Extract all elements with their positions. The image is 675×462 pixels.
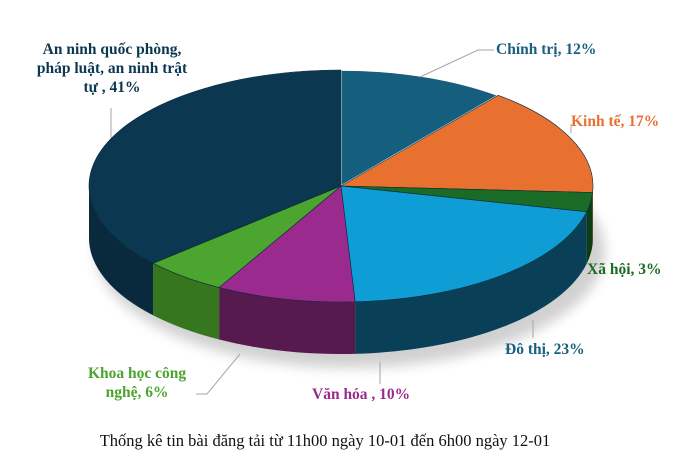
label-khoa-hoc: Khoa học công nghệ, 6% xyxy=(88,364,186,402)
slice-chinh-tri xyxy=(340,69,500,188)
leader-line-chinh-tri xyxy=(419,49,494,78)
label-line: tự , 41% xyxy=(83,79,141,96)
label-van-hoa: Văn hóa , 10% xyxy=(312,385,410,404)
label-an-ninh: An ninh quốc phòng, pháp luật, an ninh t… xyxy=(32,40,192,97)
slice-kinh-te xyxy=(339,94,594,193)
slice-do-thi xyxy=(340,185,588,303)
chart-caption: Thống kê tin bài đăng tải từ 11h00 ngày … xyxy=(99,431,551,450)
label-kinh-te: Kinh tế, 17% xyxy=(571,112,659,131)
leader-line-khoa-hoc xyxy=(196,353,241,395)
label-line: Khoa học công xyxy=(88,365,187,382)
slice-side-khoa-hoc-cong-nghe xyxy=(153,263,220,340)
label-text: Đô thị, 23% xyxy=(505,341,585,358)
label-text: Chính trị, 12% xyxy=(496,41,597,58)
label-line: nghệ, 6% xyxy=(105,384,169,401)
label-line: An ninh quốc phòng, xyxy=(42,41,182,58)
label-chinh-tri: Chính trị, 12% xyxy=(496,40,596,59)
slice-van-hoa xyxy=(218,185,356,303)
slice-an-ninh-quoc-phong-phap-luat-an-ninh-trat-tu xyxy=(88,69,342,264)
slice-side-do-thi xyxy=(355,211,587,354)
label-xa-hoi: Xã hội, 3% xyxy=(587,260,662,279)
label-text: Văn hóa , 10% xyxy=(312,386,411,403)
slice-side-an-ninh-quoc-phong-phap-luat-an-ninh-trat-tu xyxy=(89,186,154,316)
label-text: Kinh tế, 17% xyxy=(571,113,660,130)
slice-side-xa-hoi xyxy=(586,192,593,264)
slice-side-van-hoa xyxy=(219,287,356,354)
label-do-thi: Đô thị, 23% xyxy=(505,340,585,359)
label-line: pháp luật, an ninh trật xyxy=(36,60,188,77)
label-text: Xã hội, 3% xyxy=(587,261,662,278)
